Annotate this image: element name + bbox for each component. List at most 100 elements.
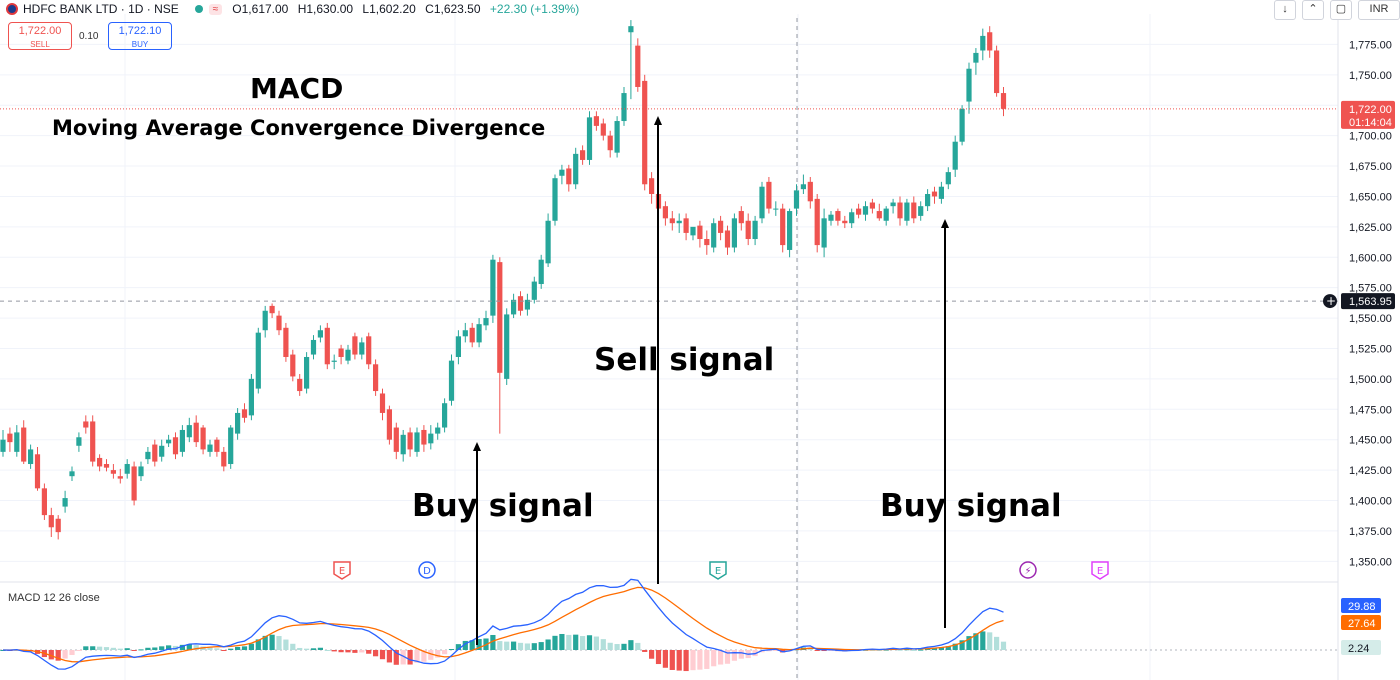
candle-body: [676, 220, 682, 224]
candle-body: [607, 135, 613, 151]
candle-body: [7, 433, 13, 443]
candle-body: [179, 429, 185, 452]
currency-button[interactable]: INR: [1358, 0, 1400, 20]
arrow-down-icon[interactable]: ↓: [1274, 0, 1296, 20]
macd-histogram-bar: [676, 650, 682, 671]
candle-body: [483, 318, 489, 326]
candle-body: [697, 225, 703, 240]
y-tick-label: 1,350.00: [1349, 556, 1392, 568]
annotation-subtitle: Moving Average Convergence Divergence: [52, 116, 546, 140]
crosshair-badge: [1341, 293, 1395, 310]
macd-histogram-bar: [538, 642, 544, 650]
macd-histogram-bar: [669, 650, 675, 670]
macd-histogram-bar: [593, 636, 599, 650]
candle-body: [904, 202, 910, 221]
earnings-marker-icon[interactable]: [333, 561, 351, 580]
candle-body: [14, 432, 20, 452]
candle-body: [552, 178, 558, 221]
macd-histogram-bar: [959, 640, 965, 650]
macd-histogram-bar: [83, 646, 89, 650]
candle-body: [586, 117, 593, 160]
macd-histogram-bar: [248, 643, 254, 650]
earnings-marker-icon[interactable]: [709, 561, 727, 580]
macd-histogram-bar: [373, 650, 379, 657]
symbol-title[interactable]: HDFC BANK LTD · 1D · NSE: [23, 2, 179, 16]
macd-histogram-bar: [690, 650, 696, 671]
macd-histogram-bar: [290, 643, 296, 650]
arrow-head-icon: [654, 116, 662, 125]
macd-histogram-bar: [400, 650, 406, 665]
macd-histogram-bar: [490, 634, 496, 650]
candle-body: [283, 327, 289, 357]
collapse-icon[interactable]: ⌃: [1302, 0, 1324, 20]
close-value: C1,623.50: [425, 2, 481, 16]
macd-value-badge: [1341, 598, 1381, 613]
macd-histogram-bar: [511, 641, 517, 650]
candle-body: [400, 434, 406, 455]
candle-body: [635, 45, 641, 87]
macd-histogram-bar: [580, 636, 586, 650]
y-tick-label: 1,600.00: [1349, 252, 1392, 264]
candle-body: [290, 354, 296, 377]
event-marker-icon[interactable]: [1019, 561, 1037, 579]
macd-histogram-bar: [504, 641, 510, 650]
macd-histogram-bar: [69, 650, 75, 655]
candle-body: [938, 186, 944, 199]
macd-histogram-bar: [980, 631, 986, 650]
macd-histogram-bar: [952, 643, 958, 650]
candle-body: [511, 299, 517, 315]
macd-indicator-label[interactable]: MACD 12 26 close: [8, 592, 100, 604]
open-value: O1,617.00: [232, 2, 289, 16]
macd-histogram-bar: [773, 650, 779, 651]
macd-value-badge: [1341, 615, 1381, 630]
macd-histogram-bar: [103, 647, 110, 650]
candle-body: [448, 360, 455, 401]
candle-body: [138, 466, 144, 477]
candle-body: [76, 437, 82, 446]
candle-body: [745, 220, 751, 240]
macd-histogram-bar: [76, 650, 82, 651]
candle-body: [421, 429, 427, 445]
macd-histogram-bar: [110, 647, 116, 650]
macd-histogram-bar: [124, 648, 130, 650]
macd-histogram-bar: [297, 647, 303, 650]
sell-button[interactable]: 1,722.00 SELL: [8, 22, 72, 50]
candle-body: [159, 445, 165, 457]
y-tick-label: 1,775.00: [1349, 39, 1392, 51]
macd-histogram-bar: [559, 633, 565, 650]
macd-histogram-bar: [711, 650, 717, 667]
candle-body: [103, 464, 110, 468]
event-marker-icon[interactable]: [418, 561, 436, 579]
candle-body: [669, 218, 675, 224]
symbol-header: HDFC BANK LTD · 1D · NSE ≈ O1,617.00 H1,…: [6, 0, 585, 18]
candle-body: [90, 421, 96, 462]
candle-body: [856, 208, 862, 215]
low-value: L1,602.20: [362, 2, 416, 16]
buy-label: BUY: [131, 40, 149, 49]
macd-value-label: 29.88: [1348, 601, 1376, 613]
candle-body: [517, 296, 524, 311]
candle-body: [862, 206, 869, 215]
restore-icon[interactable]: ▢: [1330, 0, 1352, 20]
candle-body: [531, 281, 537, 300]
candle-body: [911, 202, 917, 219]
macd-histogram-bar: [345, 650, 351, 653]
macd-histogram-bar: [324, 649, 330, 651]
buy-signal-label-1: Buy signal: [412, 488, 594, 524]
macd-histogram-bar: [476, 639, 482, 650]
macd-histogram-bar: [262, 635, 268, 650]
candle-body: [628, 26, 634, 33]
macd-histogram-bar: [718, 650, 724, 665]
candle-body: [21, 427, 27, 462]
candle-body: [297, 378, 303, 392]
candle-body: [497, 262, 503, 373]
y-tick-label: 1,750.00: [1349, 70, 1392, 82]
candle-body: [814, 198, 820, 246]
earnings-marker-icon[interactable]: [1091, 561, 1109, 580]
candle-body: [262, 310, 268, 331]
ohlc-values: O1,617.00 H1,630.00 L1,602.20 C1,623.50 …: [232, 2, 585, 16]
add-alert-icon[interactable]: [1323, 294, 1337, 309]
buy-button[interactable]: 1,722.10 BUY: [108, 22, 172, 50]
candle-body: [642, 80, 648, 185]
